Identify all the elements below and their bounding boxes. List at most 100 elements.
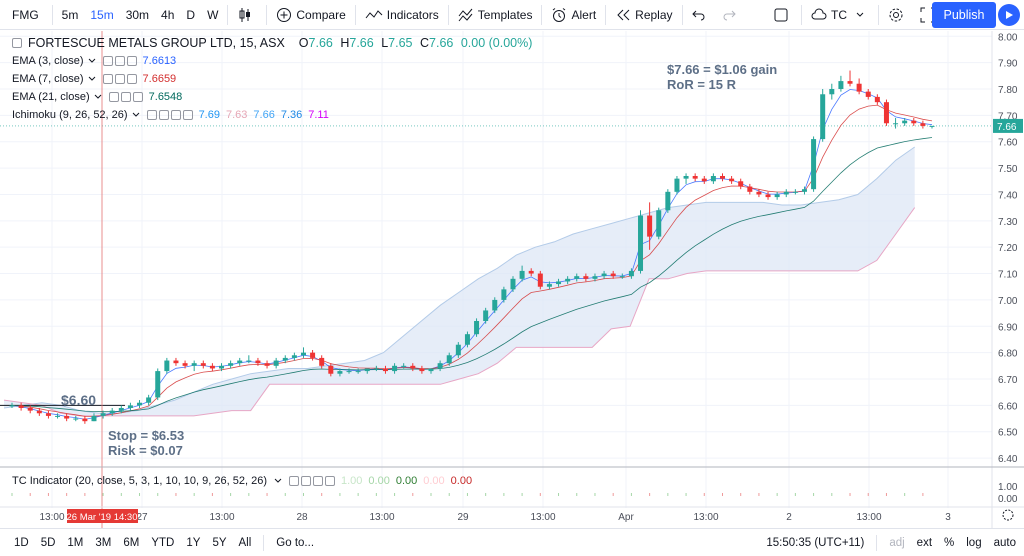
risk-annotation: Risk = $0.07	[108, 443, 183, 458]
candle-body	[200, 363, 206, 366]
range-6m-button[interactable]: 6M	[123, 536, 140, 549]
adj-toggle[interactable]: adj	[889, 537, 905, 549]
chevron-down-icon[interactable]	[273, 476, 283, 486]
templates-label: Templates	[477, 7, 533, 22]
chevron-down-icon	[856, 12, 864, 17]
candle-body	[364, 368, 370, 372]
alarm-clock-icon	[553, 7, 566, 22]
symbol-title: FORTESCUE METALS GROUP LTD, 15, ASX	[28, 36, 285, 50]
study-controls[interactable]	[102, 56, 137, 66]
candle-body	[437, 363, 443, 369]
candle-body	[237, 360, 243, 364]
range-all-button[interactable]: All	[238, 536, 252, 549]
ichimoku-span-b-value: 7.11	[308, 109, 329, 121]
y-tick-label: 7.10	[998, 270, 1018, 281]
study-controls[interactable]	[108, 92, 143, 102]
indicator-value-3: 0.00	[395, 475, 418, 487]
tc-indicator-legend[interactable]: TC Indicator (20, close, 5, 3, 1, 10, 10…	[12, 475, 472, 487]
candle-body	[701, 178, 707, 182]
range-ytd-button[interactable]: YTD	[151, 536, 175, 549]
range-5d-button[interactable]: 5D	[40, 536, 56, 549]
ichimoku-cloud	[4, 147, 915, 416]
auto-toggle[interactable]: auto	[993, 537, 1016, 549]
bottom-right-group: 15:50:35 (UTC+11) adj ext % log auto	[766, 529, 1016, 556]
interval-15m-button[interactable]: 15m	[90, 7, 114, 22]
study-legend-ema3[interactable]: EMA (3, close) 7.6613	[12, 55, 176, 67]
interval-d-button[interactable]: D	[186, 7, 196, 22]
y-tick-label: 7.50	[998, 164, 1018, 175]
goto-button[interactable]: Go to...	[276, 536, 315, 549]
study-legend-ichimoku[interactable]: Ichimoku (9, 26, 52, 26) 7.69 7.63 7.66 …	[12, 109, 329, 121]
chart-style-button[interactable]	[231, 0, 263, 30]
compare-button[interactable]: Compare	[270, 0, 351, 30]
candle-body	[328, 365, 334, 374]
candle-body	[610, 273, 616, 277]
plus-circle-icon	[277, 7, 292, 22]
study-controls[interactable]	[146, 110, 193, 120]
symbol-search-button[interactable]: FMG	[12, 7, 39, 22]
fullscreen-square-button[interactable]	[768, 0, 798, 30]
range-1d-button[interactable]: 1D	[14, 536, 29, 549]
candle-body	[346, 371, 352, 373]
range-1y-button[interactable]: 1Y	[186, 536, 201, 549]
candle-body	[483, 310, 489, 321]
chevron-down-icon[interactable]	[87, 74, 97, 84]
range-5y-button[interactable]: 5Y	[212, 536, 227, 549]
candle-body	[647, 215, 653, 237]
percent-toggle[interactable]: %	[944, 537, 955, 549]
candle-body	[182, 363, 188, 366]
settings-button[interactable]	[882, 0, 914, 30]
redo-button[interactable]	[716, 0, 746, 30]
study-controls[interactable]	[102, 74, 137, 84]
study-legend-ema7[interactable]: EMA (7, close) 7.6659	[12, 73, 176, 85]
alert-button[interactable]: Alert	[545, 0, 602, 30]
ext-toggle[interactable]: ext	[916, 537, 933, 549]
range-1m-button[interactable]: 1M	[67, 536, 84, 549]
interval-5m-button[interactable]: 5m	[61, 7, 79, 22]
candle-body	[619, 276, 625, 278]
interval-w-button[interactable]: W	[207, 7, 219, 22]
candle-body	[319, 357, 325, 366]
ohlc-values: O7.66 H7.66 L7.65 C7.66 0.00 (0.00%)	[298, 36, 533, 50]
templates-button[interactable]: Templates	[452, 0, 539, 30]
indicators-button[interactable]: Indicators	[359, 0, 445, 30]
candle-body	[100, 413, 106, 416]
interval-30m-button[interactable]: 30m	[125, 7, 150, 22]
candle-body	[783, 191, 789, 195]
collapse-legend-icon[interactable]	[12, 38, 22, 48]
toolbar-divider	[541, 4, 543, 25]
interval-4h-button[interactable]: 4h	[161, 7, 175, 22]
candle-body	[410, 365, 416, 369]
candle-body	[337, 371, 343, 374]
candle-body	[801, 189, 807, 192]
indicator-controls[interactable]	[288, 476, 335, 486]
candle-body	[446, 355, 452, 364]
y-tick-label: 6.70	[998, 375, 1018, 386]
candle-body	[856, 83, 862, 92]
candle-body	[501, 289, 507, 300]
candle-body	[127, 405, 133, 408]
range-3m-button[interactable]: 3M	[95, 536, 112, 549]
candle-body	[118, 408, 124, 411]
publish-play-button[interactable]	[998, 4, 1020, 26]
template-select[interactable]: TC	[805, 0, 875, 30]
x-tick-label: 28	[296, 512, 308, 523]
replay-button[interactable]: Replay	[609, 0, 678, 30]
study-label: EMA (21, close)	[12, 91, 90, 103]
indicators-icon	[365, 9, 383, 18]
y-tick-label: 7.20	[998, 243, 1018, 254]
chevron-down-icon[interactable]	[131, 110, 141, 120]
chevron-down-icon[interactable]	[93, 92, 103, 102]
log-toggle[interactable]: log	[966, 537, 982, 549]
axis-settings-icon[interactable]	[1002, 509, 1014, 521]
ema-7-line	[11, 104, 933, 417]
study-legend-ema21[interactable]: EMA (21, close) 7.6548	[12, 91, 182, 103]
publish-button[interactable]: Publish	[932, 2, 996, 28]
undo-button[interactable]	[686, 0, 716, 30]
play-icon	[1006, 11, 1013, 19]
bottom-divider	[876, 535, 878, 551]
x-tick-label: 13:00	[209, 512, 234, 523]
candle-body	[546, 284, 552, 287]
candle-body	[428, 368, 434, 372]
chevron-down-icon[interactable]	[87, 56, 97, 66]
